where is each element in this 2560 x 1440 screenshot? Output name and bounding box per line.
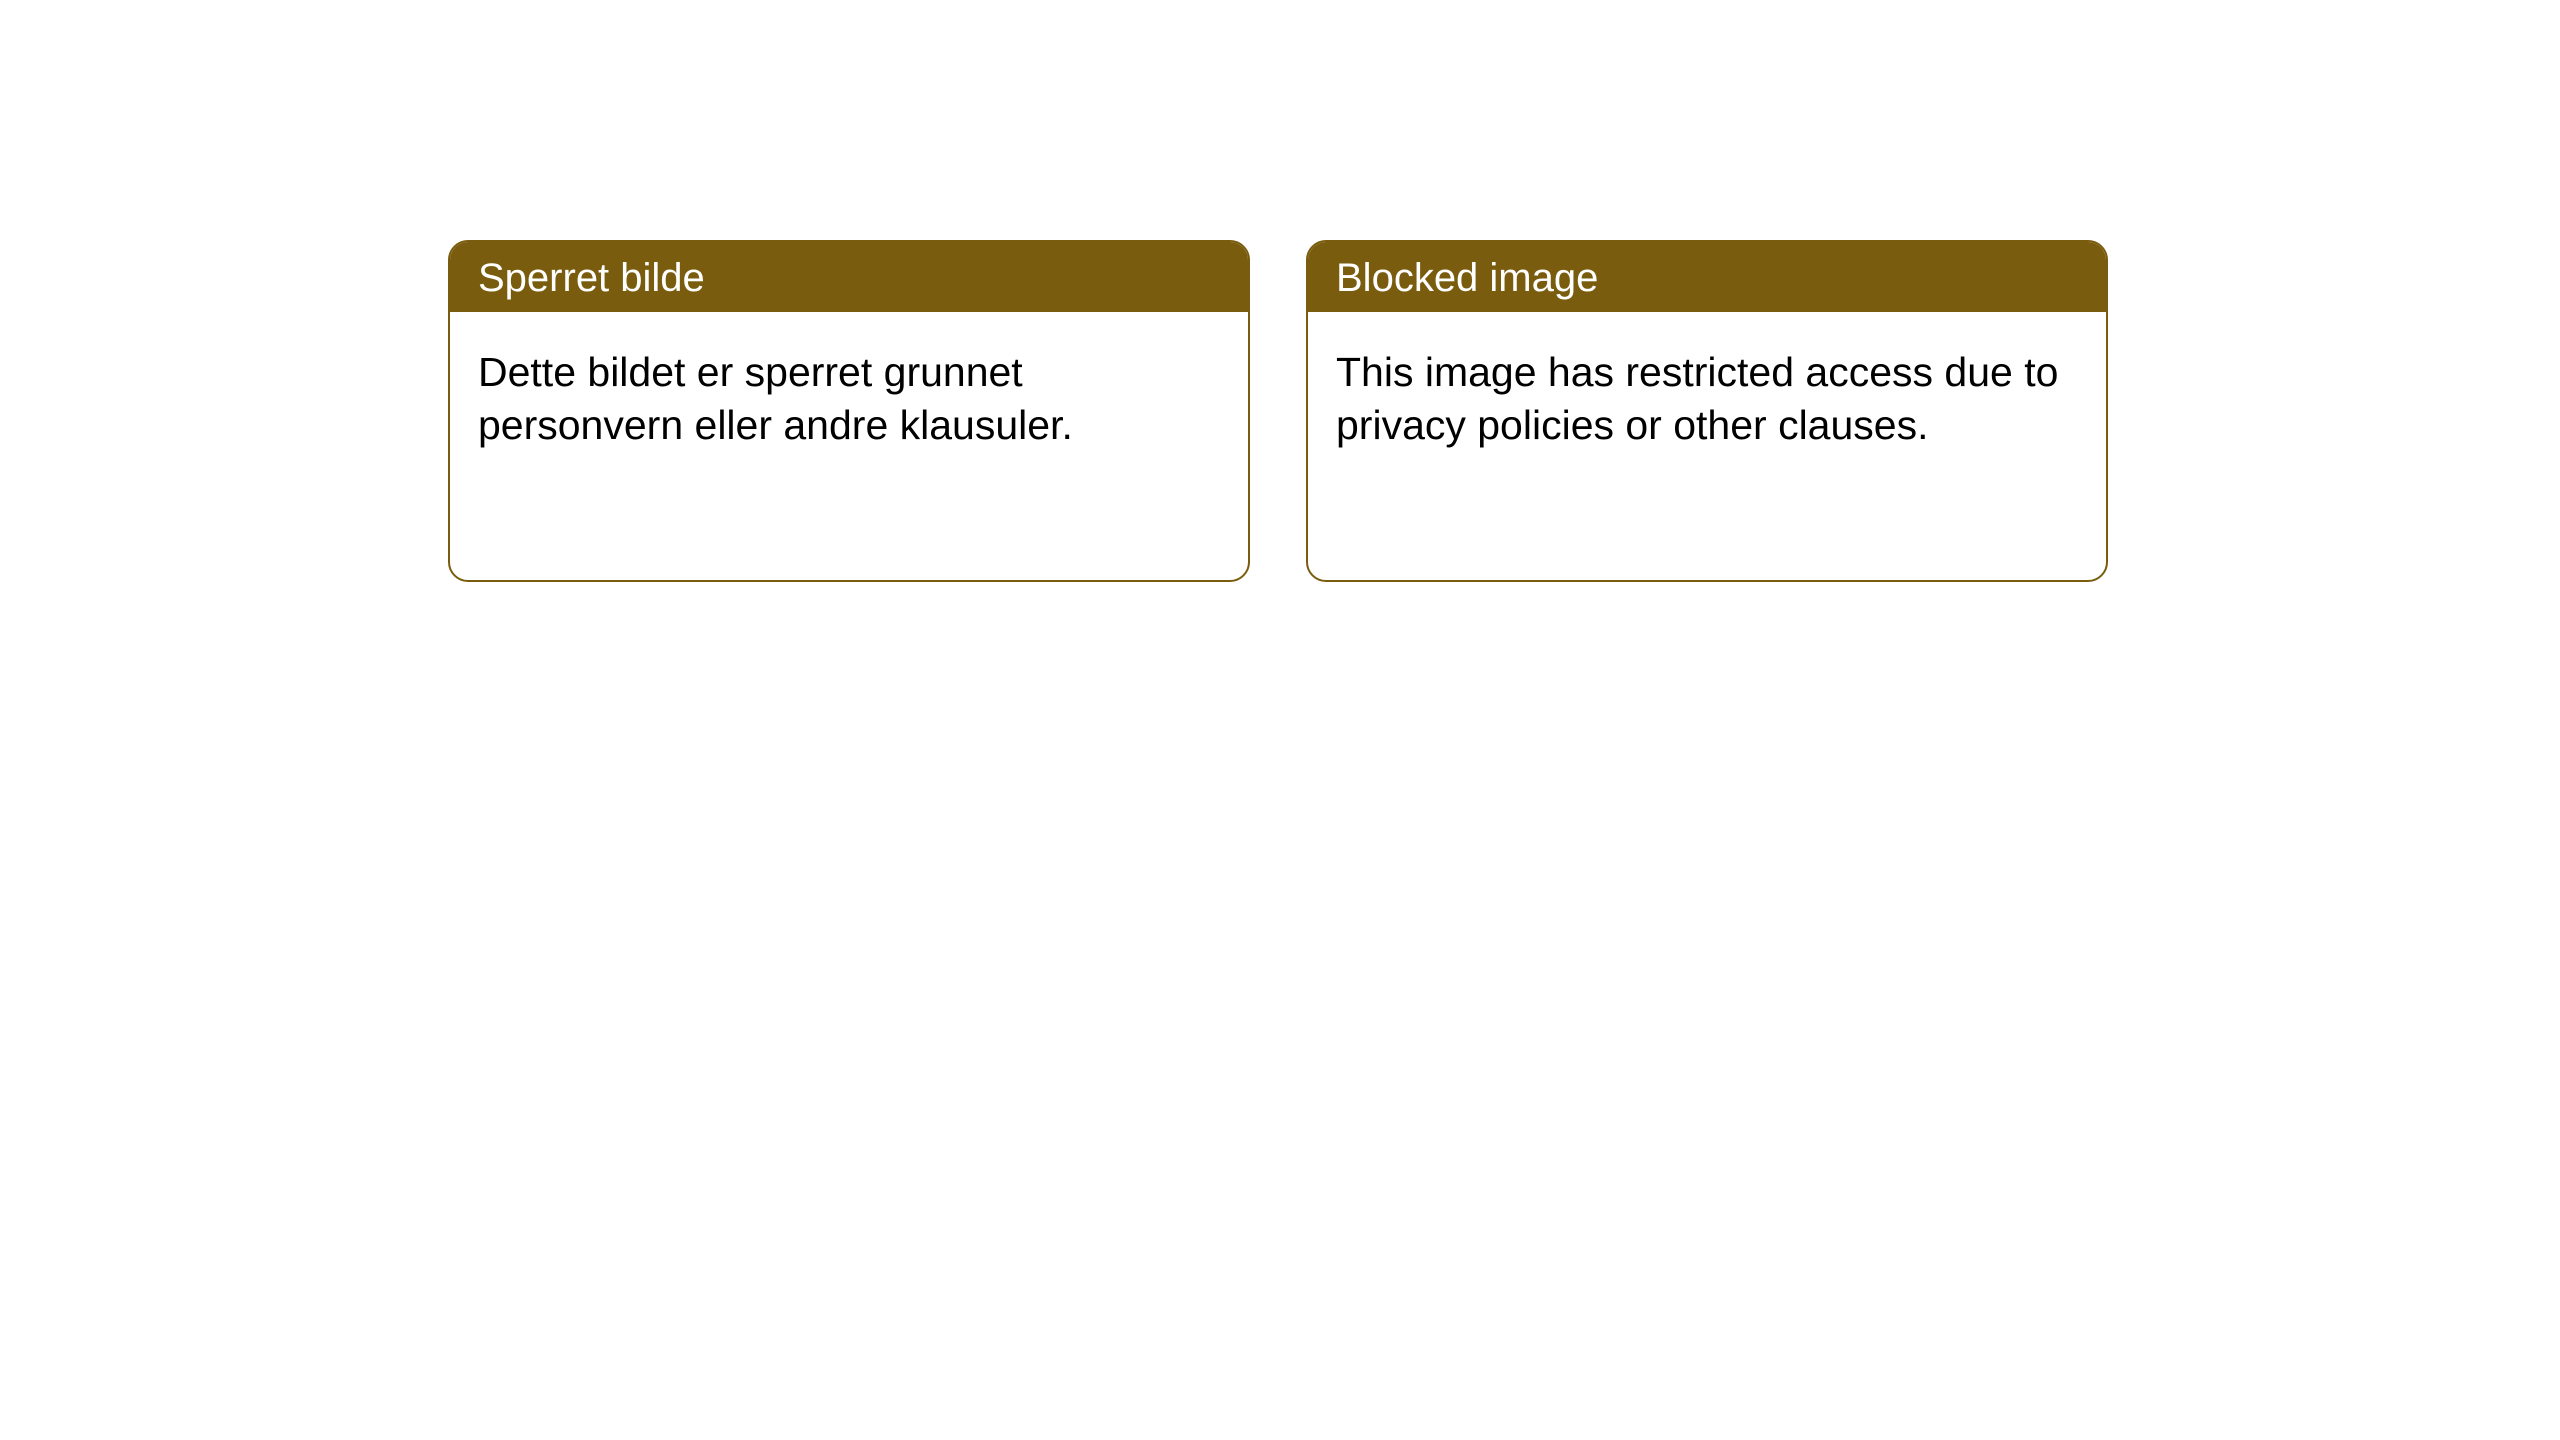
card-english: Blocked image This image has restricted … [1306,240,2108,582]
card-body: This image has restricted access due to … [1308,312,2106,487]
card-title: Sperret bilde [478,256,705,300]
card-title: Blocked image [1336,256,1598,300]
card-body: Dette bildet er sperret grunnet personve… [450,312,1248,487]
card-body-text: This image has restricted access due to … [1336,349,2058,448]
cards-container: Sperret bilde Dette bildet er sperret gr… [448,240,2108,582]
card-header: Blocked image [1308,242,2106,312]
card-norwegian: Sperret bilde Dette bildet er sperret gr… [448,240,1250,582]
card-body-text: Dette bildet er sperret grunnet personve… [478,349,1073,448]
card-header: Sperret bilde [450,242,1248,312]
